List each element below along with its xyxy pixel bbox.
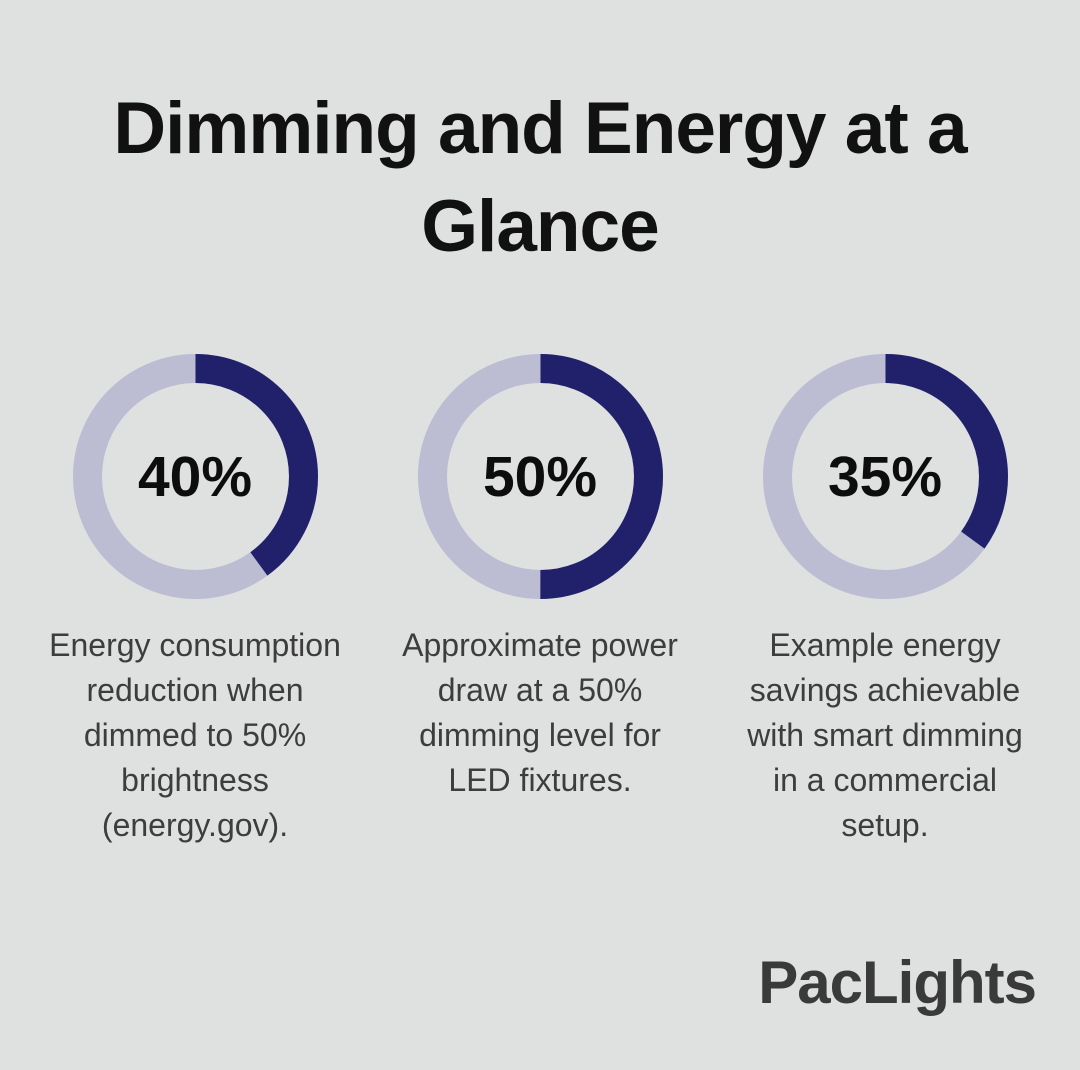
charts-row: 40% Energy consumption reduction when di… (0, 354, 1080, 848)
chart-column-energy-reduction: 40% Energy consumption reduction when di… (49, 354, 341, 848)
donut-value-arc (417, 354, 663, 599)
chart-column-power-draw: 50% Approximate power draw at a 50% dimm… (402, 354, 678, 848)
page-title: Dimming and Energy at a Glance (113, 88, 967, 267)
chart-caption: Approximate power draw at a 50% dimming … (402, 627, 678, 798)
chart-caption: Example energy savings achievable with s… (747, 627, 1023, 843)
brand-logo: PacLights (758, 949, 1037, 1016)
chart-caption: Energy consumption reduction when dimmed… (49, 627, 341, 843)
donut-value-label: 40% (137, 444, 253, 509)
donut-ring (72, 354, 318, 599)
chart-column-smart-dimming-savings: 35% Example energy savings achievable wi… (747, 354, 1023, 848)
donut-chart-power-draw: 50% (417, 354, 663, 599)
donut-value-label: 35% (827, 444, 943, 509)
donut-value-label: 50% (482, 444, 598, 509)
donut-value-arc (762, 354, 1008, 599)
donut-value-arc (72, 354, 318, 599)
donut-ring (417, 354, 663, 599)
donut-chart-energy-reduction: 40% (72, 354, 318, 599)
donut-ring (762, 354, 1008, 599)
donut-chart-smart-dimming-savings: 35% (762, 354, 1008, 599)
